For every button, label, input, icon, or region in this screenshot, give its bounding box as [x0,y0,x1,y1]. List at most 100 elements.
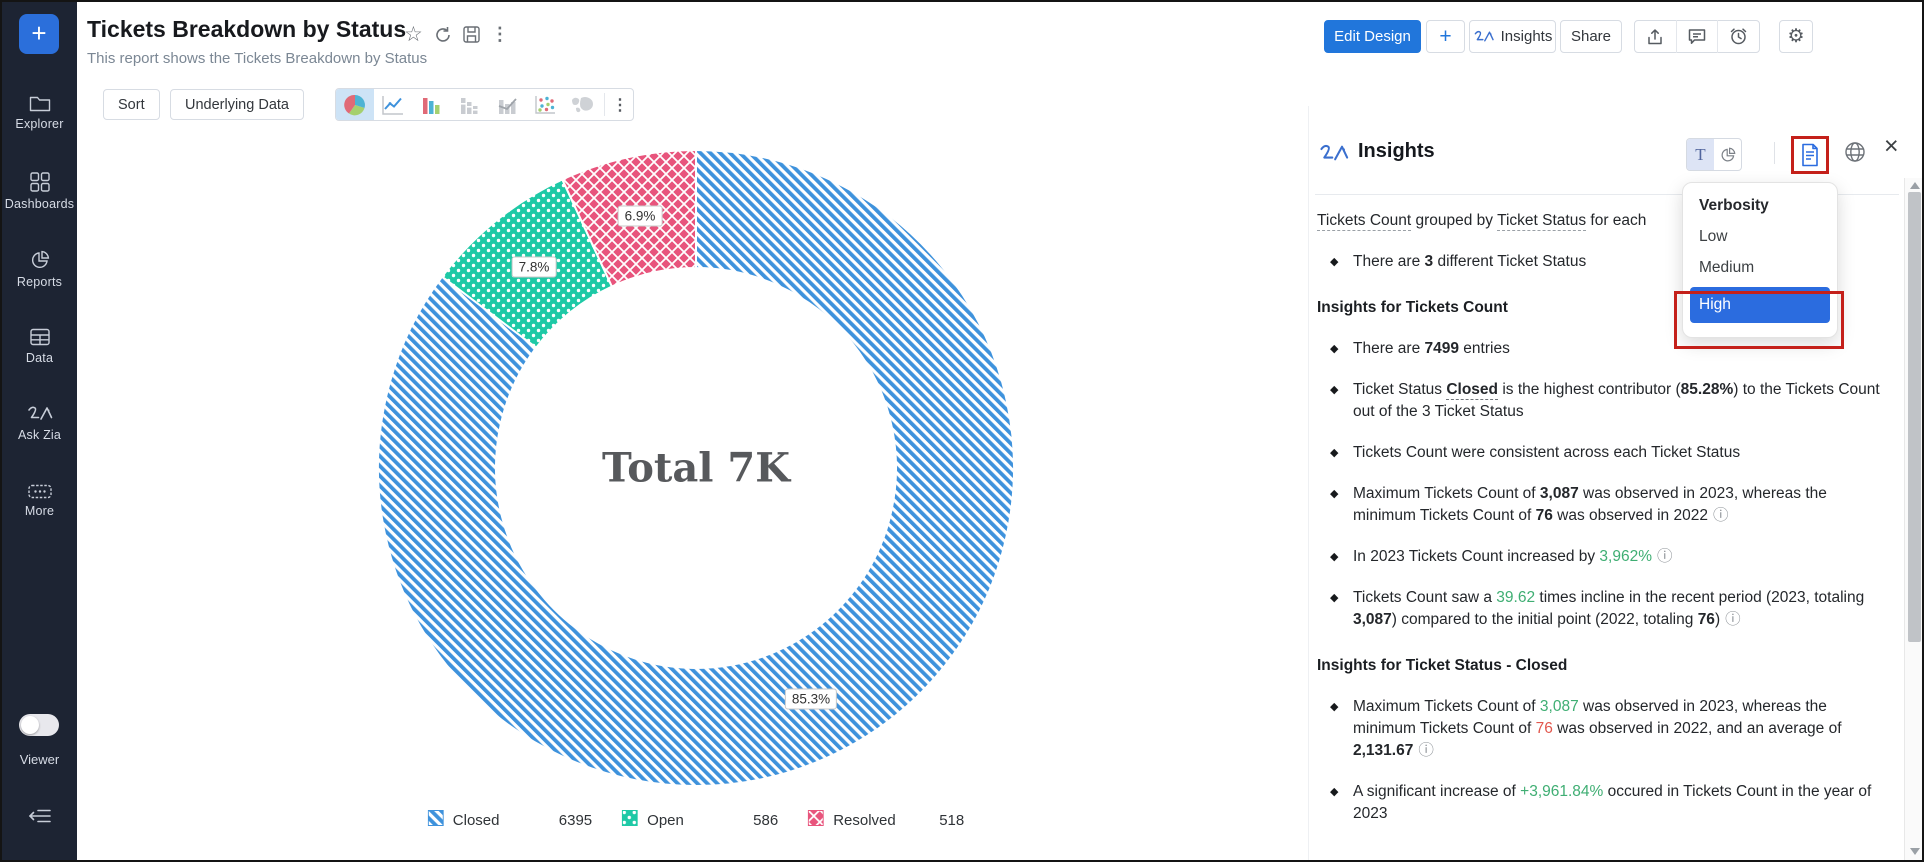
legend-swatch-resolved [808,810,825,831]
info-icon[interactable]: ⓘ [1418,742,1434,759]
insight-text-segment: was observed in 2022, and an average of [1552,720,1842,737]
insight-text-segment: was observed in 2023, whereas the minimu… [1353,485,1827,524]
chart-type-more-menu[interactable]: ⋮ [607,89,633,120]
legend-label: Closed [452,812,500,829]
chart-type-line[interactable] [374,89,412,120]
settings-button[interactable]: ⚙ [1779,20,1813,53]
sidebar-item-ask-zia[interactable]: Ask Zia [2,404,77,442]
title-more-menu-icon[interactable]: ⋮ [490,24,509,44]
share-button[interactable]: Share [1560,20,1622,53]
add-button[interactable]: + [1426,20,1465,53]
legend-label: Resolved [833,812,896,829]
comment-icon [1688,29,1706,44]
toolbar-divider [604,93,605,116]
page-title: Tickets Breakdown by Status [87,16,407,42]
insight-text-segment: ) to the Tickets Count out of the 3 Tick… [1353,381,1880,420]
refresh-icon[interactable] [434,26,452,44]
export-icon [1648,28,1663,44]
bar-chart-icon [423,97,440,114]
folder-icon [29,96,50,112]
diamond-bullet-icon: ◆ [1330,701,1339,713]
diamond-bullet-icon: ◆ [1330,343,1339,355]
chart-type-bar[interactable] [412,89,450,120]
chart-type-map[interactable] [564,89,602,120]
edit-design-button[interactable]: Edit Design [1324,20,1421,53]
scroll-down-arrow[interactable] [1910,848,1920,855]
insight-text-segment: 3 [1424,253,1434,270]
sort-button[interactable]: Sort [103,89,160,120]
verbosity-option-medium[interactable]: Medium [1699,259,1755,276]
sidebar-item-data[interactable]: Data [2,328,77,365]
verbosity-option-low[interactable]: Low [1699,228,1728,245]
sidebar-item-dashboards[interactable]: Dashboards [2,172,77,211]
scroll-up-arrow[interactable] [1910,182,1920,189]
verbosity-menu-button-highlighted[interactable] [1791,136,1829,174]
info-icon[interactable]: ⓘ [1657,548,1673,565]
insight-text-segment: is the highest contributor ( [1498,381,1681,398]
insights-view-toggle: T [1686,138,1742,171]
insight-text-segment: was observed in 2023, whereas the minimu… [1353,698,1827,737]
insight-text-segment: entries [1459,340,1510,357]
favorite-star-icon[interactable]: ☆ [404,23,423,46]
pie-icon [31,250,49,269]
sidebar-item-more[interactable]: More [2,484,77,518]
collapse-sidebar-icon[interactable] [28,806,52,826]
insight-text-segment: 85.28% [1680,381,1734,398]
insight-text-segment: was observed in 2022 [1552,507,1708,524]
insight-bullet: ◆ Ticket Status Closed is the highest con… [1317,379,1889,423]
chart-type-stacked-bar[interactable] [450,89,488,120]
schedule-button[interactable] [1718,20,1759,53]
insights-section-heading: Insights for Ticket Status - Closed [1317,657,1568,674]
insight-text-segment: 39.62 [1496,589,1536,606]
diamond-bullet-icon: ◆ [1330,447,1339,459]
legend-item-closed[interactable]: Closed 6395 [427,810,592,831]
sidebar-item-label: Data [25,351,54,365]
toggle-knob [21,716,39,734]
underlying-data-button[interactable]: Underlying Data [170,89,304,120]
sidebar-item-reports[interactable]: Reports [2,250,77,289]
insight-text-segment: Closed [1446,381,1499,400]
sidebar-item-label: Ask Zia [17,428,62,442]
panel-scrollbar[interactable] [1904,178,1922,860]
chart-legend: Closed 6395 Open 586 Resolved 518 [427,810,964,831]
slice-percent-label: 85.3% [784,688,838,710]
insight-text-segment: ) compared to the initial point (2022, t… [1391,611,1698,628]
chart-type-switcher: ⋮ [335,88,634,121]
insight-text-segment: grouped by [1411,212,1498,229]
insight-text-segment: Ticket Status [1497,212,1587,231]
line-chart-icon [382,95,403,115]
sidebar-item-explorer[interactable]: Explorer [2,94,77,131]
insight-text-segment: 3,087 [1539,485,1579,502]
viewer-mode-toggle[interactable] [19,714,59,736]
insight-bullet: ◆ There are 3 different Ticket Status [1317,251,1889,273]
zia-insights-button[interactable]: Insights [1469,20,1556,53]
chart-type-bar-line[interactable] [488,89,526,120]
comments-button[interactable] [1677,20,1719,53]
insight-text-segment: +3,961.84% [1520,783,1604,800]
legend-item-resolved[interactable]: Resolved 518 [808,810,964,831]
close-panel-icon[interactable]: × [1884,132,1899,160]
zia-icon [27,406,52,420]
globe-icon[interactable] [1844,141,1866,163]
info-icon[interactable]: ⓘ [1712,507,1729,524]
create-new-button[interactable]: + [19,14,59,54]
diamond-bullet-icon: ◆ [1330,256,1339,268]
table-icon [29,328,50,346]
legend-item-open[interactable]: Open 586 [622,810,778,831]
diamond-bullet-icon: ◆ [1330,488,1339,500]
export-button[interactable] [1635,20,1677,53]
sidebar-item-label: Dashboards [4,197,75,211]
chart-type-scatter[interactable] [526,89,564,120]
insights-intro: Tickets Count grouped by Ticket Status f… [1317,210,1889,232]
info-icon[interactable]: ⓘ [1725,611,1741,628]
text-view-button[interactable]: T [1687,139,1714,170]
chart-view-button[interactable] [1714,139,1741,170]
insight-bullet: ◆ Maximum Tickets Count of 3,087 was obse… [1317,696,1889,762]
save-icon[interactable] [463,26,480,43]
panel-separator [1315,194,1899,195]
donut-slice-closed[interactable] [377,148,1015,787]
more-icon [27,484,52,499]
insight-text-segment: In 2023 Tickets Count increased by [1353,548,1600,565]
scrollbar-thumb[interactable] [1908,192,1921,642]
chart-type-pie-selected[interactable] [336,89,374,120]
